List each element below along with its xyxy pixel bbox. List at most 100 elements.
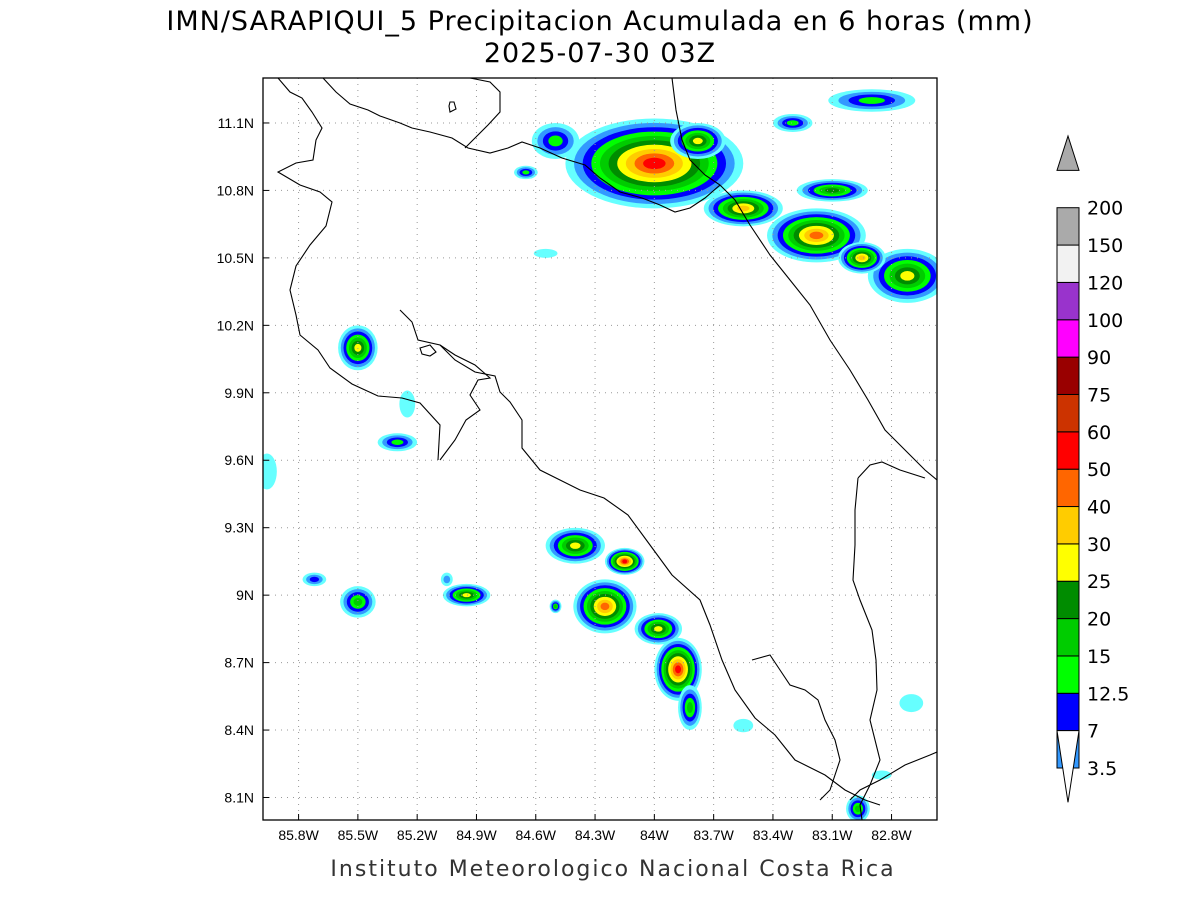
precip-cell	[533, 248, 558, 258]
colorbar-label: 75	[1087, 384, 1111, 406]
colorbar-label: 15	[1087, 646, 1111, 668]
y-tick-label: 9.6N	[224, 452, 254, 468]
precip-contour-band	[786, 120, 799, 126]
lake-nicaragua-shore	[464, 78, 501, 149]
colorbar-swatch	[1056, 543, 1080, 582]
precip-contour-band	[858, 97, 885, 104]
colorbar-swatch	[1056, 468, 1080, 508]
map-frame	[262, 77, 938, 821]
precip-contour-band	[824, 188, 840, 193]
precip-cell	[828, 89, 916, 112]
y-tick-label: 9.9N	[224, 385, 254, 401]
precip-cell	[678, 685, 702, 731]
precip-cell	[796, 179, 868, 202]
colorbar-label: 40	[1087, 497, 1111, 519]
colorbar-label: 100	[1087, 310, 1123, 332]
x-tick-label: 84W	[640, 827, 670, 843]
colorbar-swatch	[1056, 393, 1080, 433]
colorbar-low-arrow	[1056, 730, 1080, 803]
lat-lon-grid	[263, 78, 937, 820]
colorbar-high-arrow	[1056, 134, 1080, 171]
colorbar-label: 7	[1087, 721, 1099, 743]
precip-cell	[514, 165, 538, 180]
precip-cell	[549, 599, 562, 614]
precip-cell	[545, 527, 605, 564]
x-tick-label: 85.8W	[278, 827, 319, 843]
map-background	[263, 78, 937, 820]
burica-coast	[849, 751, 937, 801]
precip-contour-band	[737, 205, 750, 212]
y-tick-label: 10.8N	[217, 182, 254, 198]
precip-cell	[867, 248, 937, 303]
colorbar-label: 30	[1087, 534, 1111, 556]
precip-cell	[670, 122, 726, 159]
precip-cell	[263, 453, 277, 490]
precip-contour-band	[462, 593, 471, 598]
colorbar-swatch	[1056, 207, 1080, 246]
precip-contour-band	[855, 805, 861, 813]
precip-contour-band	[570, 542, 581, 549]
precip-contour-band	[443, 575, 451, 584]
y-tick-label: 9N	[236, 587, 254, 603]
precip-contour-band	[809, 231, 824, 240]
colorbar-label: 3.5	[1087, 758, 1117, 780]
precip-contour-band	[858, 255, 866, 261]
colorbar-swatch	[1056, 618, 1080, 657]
precip-contour-band	[309, 576, 320, 583]
y-tick-label: 8.4N	[224, 722, 254, 738]
x-tick-label: 83.1W	[812, 827, 853, 843]
precip-contour-band	[548, 135, 563, 147]
precip-contour-band	[899, 694, 924, 713]
osa-peninsula	[751, 654, 841, 801]
precip-contour-band	[654, 626, 663, 632]
y-tick-label: 10.5N	[217, 250, 254, 266]
precip-cell	[733, 718, 754, 733]
x-tick-label: 85.2W	[397, 827, 438, 843]
precip-cell	[340, 586, 376, 618]
colorbar-swatch	[1056, 281, 1080, 321]
colorbar-label: 200	[1087, 198, 1123, 220]
x-tick-label: 84.6W	[516, 827, 557, 843]
colorbar-label: 150	[1087, 235, 1123, 257]
precip-cell	[440, 572, 453, 587]
y-tick-label: 8.1N	[224, 790, 254, 806]
lake-island	[448, 101, 457, 113]
colorbar-label: 60	[1087, 422, 1111, 444]
precip-cell	[399, 390, 416, 418]
y-tick-label: 9.3N	[224, 520, 254, 536]
x-tick-label: 84.3W	[575, 827, 616, 843]
nicaragua-border	[322, 78, 721, 213]
map-title: IMN/SARAPIQUI_5 Precipitacion Acumulada …	[166, 6, 1033, 37]
colorbar-swatch	[1056, 431, 1080, 470]
x-tick-label: 83.7W	[693, 827, 734, 843]
colorbar: 3.5 7 12.5 15 20 25 30 40 50 60 75 90 100 120 150 200	[1056, 134, 1129, 803]
precip-contour-band	[354, 343, 362, 352]
nicaragua-coastline	[276, 78, 441, 461]
x-tick-label: 84.9W	[456, 827, 497, 843]
colorbar-label: 25	[1087, 571, 1111, 593]
colorbar-label: 12.5	[1087, 683, 1129, 705]
precip-contour-band	[643, 157, 666, 170]
colorbar-swatch	[1056, 580, 1080, 620]
precip-cell	[703, 190, 783, 227]
precip-cell	[772, 113, 813, 132]
precip-contour-band	[533, 248, 558, 258]
precip-contour-band	[399, 390, 416, 418]
precip-cell	[871, 770, 892, 780]
precip-contour-band	[553, 604, 558, 609]
colorbar-swatch	[1056, 356, 1080, 395]
precip-cell	[338, 325, 378, 371]
precip-contour-band	[600, 602, 610, 611]
precip-cell	[302, 572, 327, 587]
precip-cell	[573, 579, 637, 634]
precip-contour-band	[522, 170, 530, 175]
precip-cell	[838, 242, 886, 274]
chira-island	[419, 344, 437, 357]
map-axes: 85.8W 85.5W 85.2W 84.9W 84.6W 84.3W 84W 83.7W 83…	[217, 115, 913, 843]
x-tick-label: 83.4W	[753, 827, 794, 843]
precip-contour-band	[675, 665, 682, 674]
x-tick-label: 85.5W	[338, 827, 379, 843]
precip-cell	[654, 637, 702, 701]
precip-cell	[899, 694, 924, 713]
